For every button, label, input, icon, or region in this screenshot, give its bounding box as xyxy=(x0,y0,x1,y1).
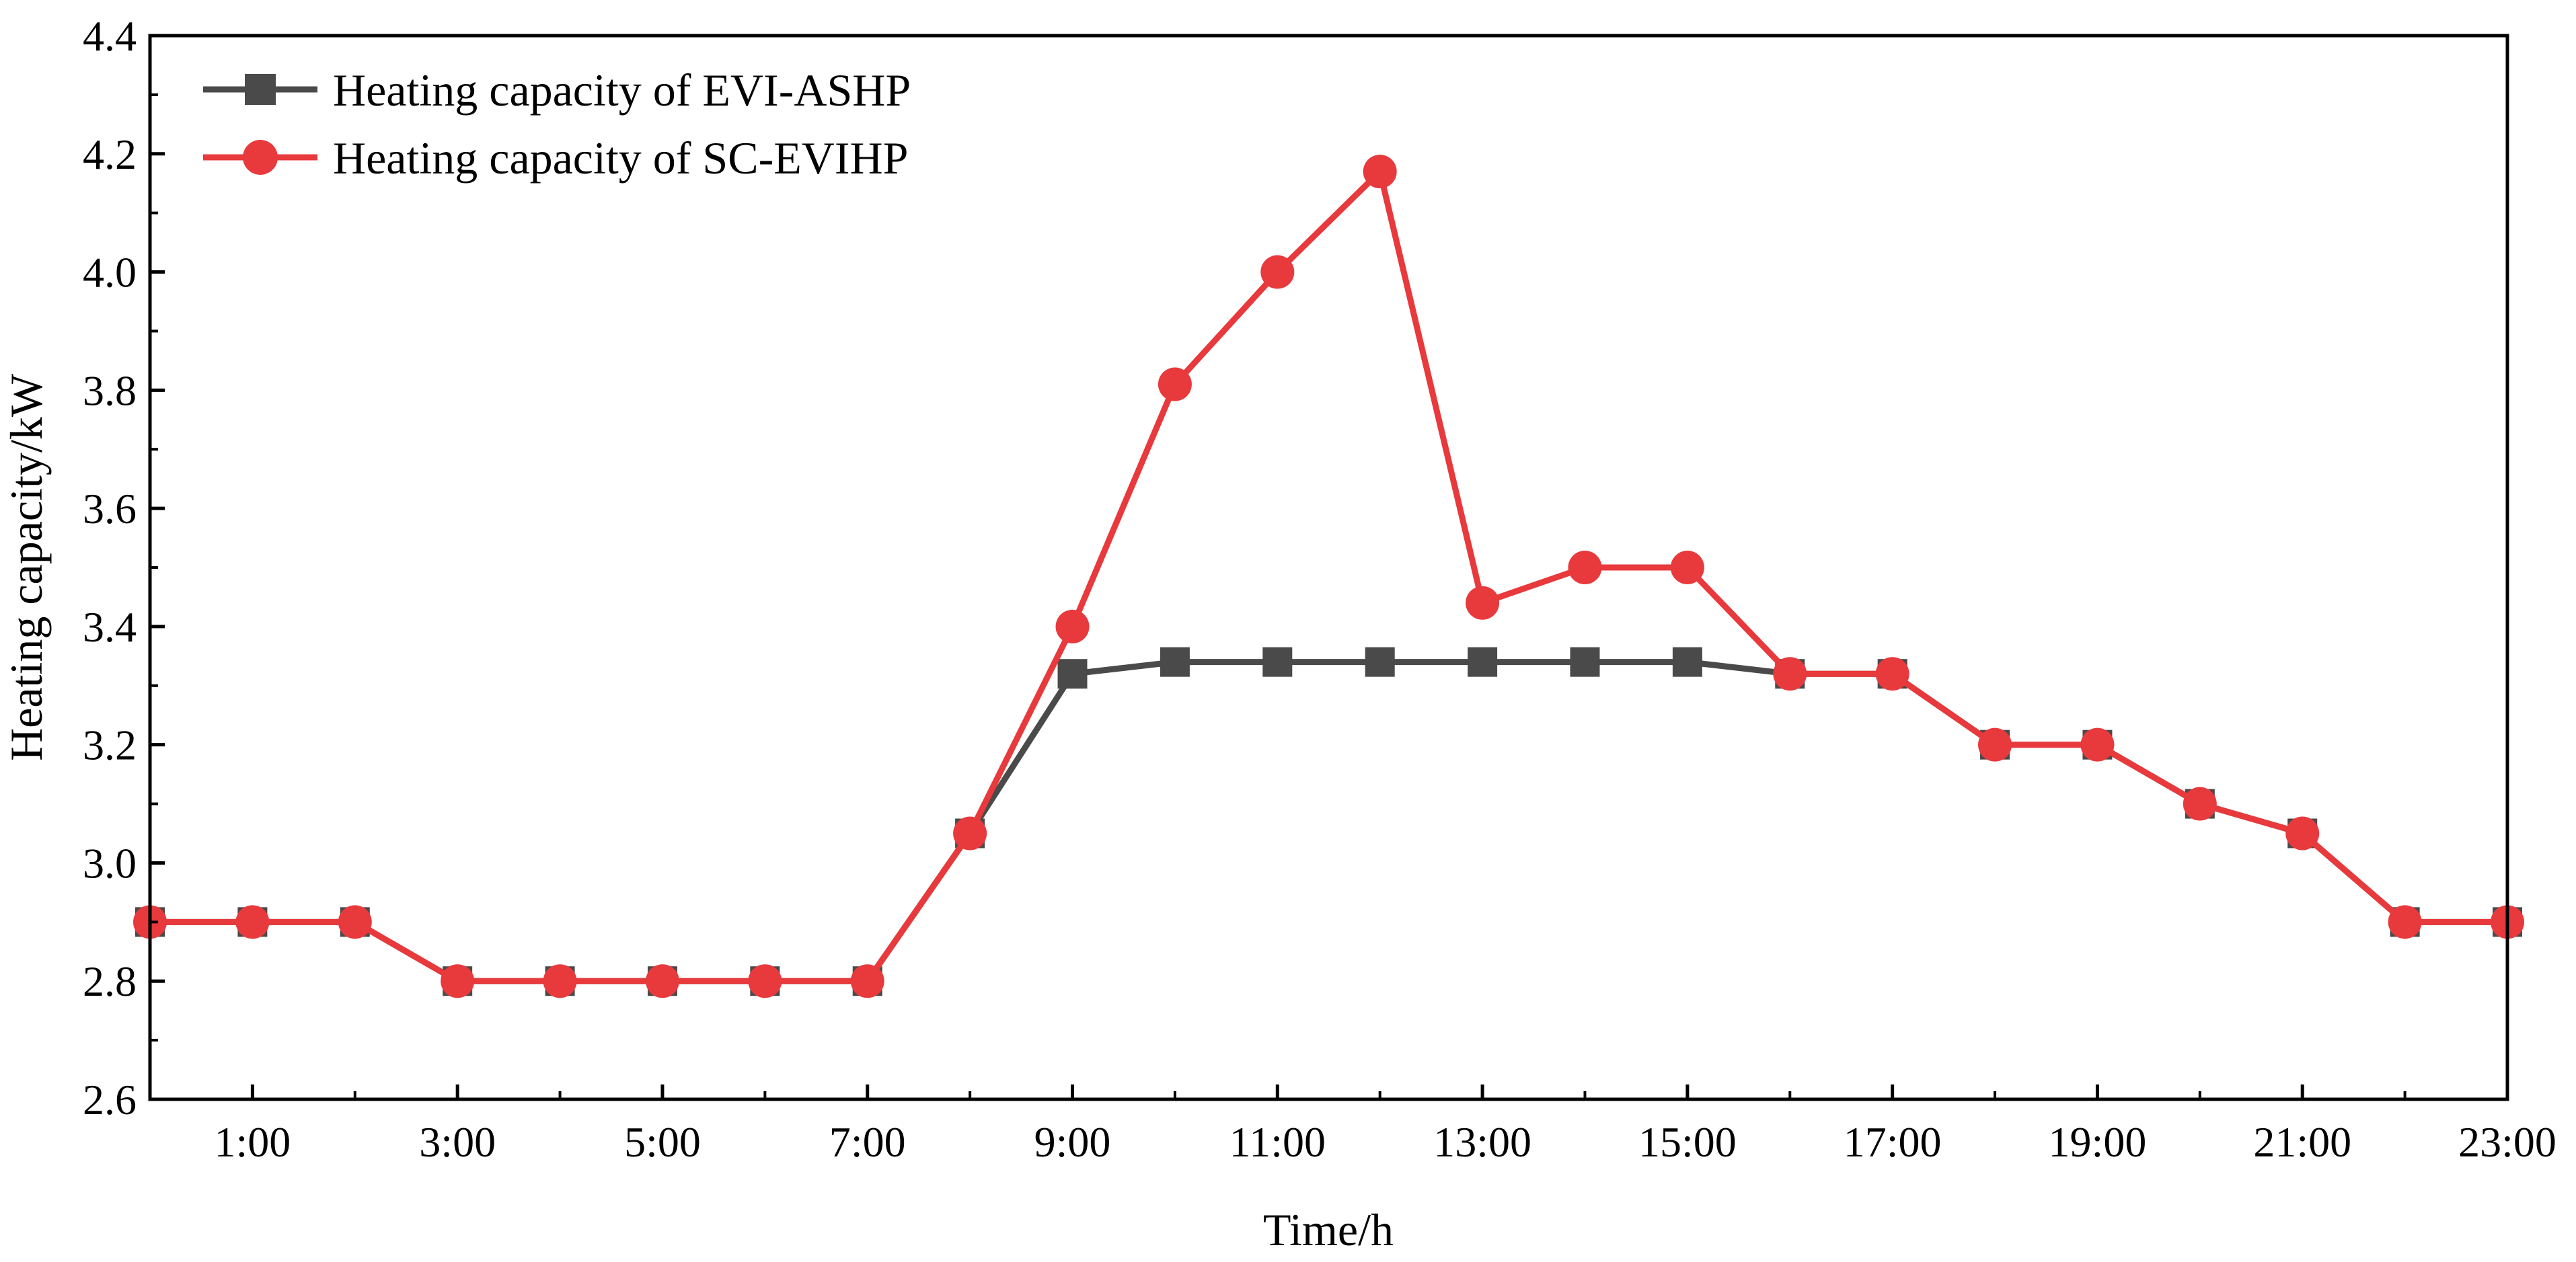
x-tick-label: 1:00 xyxy=(215,1118,291,1166)
x-tick-label: 21:00 xyxy=(2253,1118,2351,1166)
legend-item-evi-ashp: Heating capacity of EVI-ASHP xyxy=(203,65,911,116)
data-point-circle xyxy=(748,964,782,998)
data-point-circle xyxy=(850,964,884,998)
data-point-circle xyxy=(1466,586,1500,620)
x-tick-label: 19:00 xyxy=(2049,1118,2147,1166)
legend-label-sc-evihp: Heating capacity of SC-EVIHP xyxy=(333,132,908,184)
data-point-circle xyxy=(1055,609,1090,643)
data-point-circle xyxy=(2183,787,2217,821)
data-point-circle xyxy=(645,964,679,998)
x-tick-label: 7:00 xyxy=(829,1118,906,1166)
y-tick-label: 3.2 xyxy=(83,721,137,769)
y-tick-label: 4.0 xyxy=(83,249,137,297)
x-tick-label: 23:00 xyxy=(2458,1118,2556,1166)
legend-marker-sc-evihp xyxy=(243,140,278,175)
x-tick-label: 15:00 xyxy=(1638,1118,1737,1166)
data-point-circle xyxy=(953,816,987,851)
data-point-circle xyxy=(543,964,577,998)
data-point-circle xyxy=(1773,657,1807,691)
data-point-circle xyxy=(338,905,372,939)
data-point-square xyxy=(1468,647,1498,677)
data-point-circle xyxy=(2285,816,2320,851)
data-point-square xyxy=(1262,647,1293,677)
data-point-circle xyxy=(1978,727,2012,762)
y-tick-label: 2.8 xyxy=(83,957,137,1005)
y-tick-label: 3.4 xyxy=(83,603,137,651)
tick-layer: 2.6 2.8 3.0 3.2 3.4 3.6 3.8 4.0 4.2 4.4 1:00 3:00 5:… xyxy=(83,12,2556,1166)
data-point-square xyxy=(1365,647,1395,677)
legend-marker-evi-ashp xyxy=(245,74,276,105)
data-point-square xyxy=(1057,659,1088,689)
data-point-square xyxy=(1672,647,1702,677)
y-tick-label: 3.8 xyxy=(83,366,137,414)
series-sc-evihp xyxy=(133,155,2524,998)
data-point-circle xyxy=(1260,255,1295,289)
y-tick-label: 3.6 xyxy=(83,485,137,533)
x-tick-label: 11:00 xyxy=(1229,1118,1326,1166)
legend: Heating capacity of EVI-ASHP Heating cap… xyxy=(203,65,911,184)
x-tick-label: 13:00 xyxy=(1433,1118,1531,1166)
y-tick-label: 3.0 xyxy=(83,839,137,887)
series-layer xyxy=(133,155,2524,998)
y-tick-label: 2.6 xyxy=(83,1076,137,1123)
data-point-square xyxy=(1160,647,1190,677)
series-line xyxy=(150,168,2507,984)
data-point-circle xyxy=(1158,367,1192,401)
data-point-circle xyxy=(2080,727,2115,762)
y-axis-title: Heating capacity/kW xyxy=(1,373,52,761)
x-tick-label: 9:00 xyxy=(1034,1118,1111,1166)
data-point-circle xyxy=(1875,657,1909,691)
y-tick-label: 4.2 xyxy=(83,130,137,178)
x-tick-label: 3:00 xyxy=(419,1118,496,1166)
data-point-square xyxy=(1570,647,1600,677)
x-axis-title: Time/h xyxy=(1263,1204,1394,1255)
data-point-circle xyxy=(2388,905,2422,939)
data-point-circle xyxy=(235,905,270,939)
data-point-circle xyxy=(1670,551,1704,584)
x-tick-label: 17:00 xyxy=(1844,1118,1942,1166)
data-point-circle xyxy=(1363,155,1397,189)
data-point-circle xyxy=(441,964,475,998)
x-tick-label: 5:00 xyxy=(624,1118,701,1166)
y-tick-label: 4.4 xyxy=(83,12,137,60)
legend-item-sc-evihp: Heating capacity of SC-EVIHP xyxy=(203,132,908,184)
data-point-circle xyxy=(1568,551,1602,584)
legend-label-evi-ashp: Heating capacity of EVI-ASHP xyxy=(333,65,911,116)
